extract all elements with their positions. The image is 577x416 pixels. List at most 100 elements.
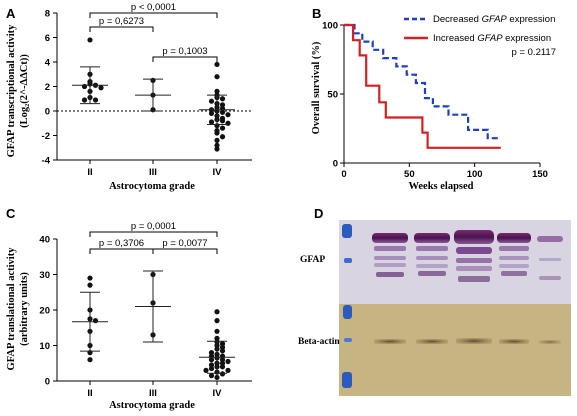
panel-b-y-tick-label: 100 <box>322 21 338 32</box>
panel-b-xlabel: Weeks elapsed <box>408 181 473 192</box>
panel-a-data-point <box>208 110 215 117</box>
panel-c-data-point <box>203 367 209 373</box>
panel-c-data-point <box>214 318 220 324</box>
panel-b-y-tick-label: 50 <box>327 90 338 101</box>
gfap-lane-2 <box>414 233 450 276</box>
panel-a-data-point <box>219 118 226 124</box>
actin-band-5 <box>539 340 561 344</box>
panel-a-data-point <box>219 102 226 108</box>
panel-c-data-point <box>87 282 93 288</box>
panel-c-comparison-pvalue: p = 0,0001 <box>131 221 176 232</box>
panel-a-data-point <box>225 120 231 126</box>
panel-a-ylabel-line2: (Log₂(2^-ΔΔCt)) <box>19 54 30 128</box>
panel-a-y-tick-label: 4 <box>45 58 51 69</box>
panel-c-comparison-bracket <box>89 231 218 237</box>
panel-label-a: A <box>6 6 16 21</box>
panel-c-data-point <box>87 357 93 363</box>
panel-a-data-point <box>219 109 226 115</box>
panel-c-data-point <box>87 275 93 281</box>
panel-a-comparison-bracket <box>89 26 154 32</box>
panel-a-xlabel: Astrocytoma grade <box>109 181 195 192</box>
legend-increased-gene: GFAP <box>477 33 503 44</box>
panel-c-x-tick-label: IV <box>213 388 223 399</box>
panel-c-chart: GFAP translational activity (arbitrary u… <box>6 221 252 411</box>
panel-c-data-point <box>219 348 226 354</box>
panel-a-data-point <box>92 97 99 103</box>
legend-decreased-suffix: expression <box>507 14 556 25</box>
panel-c-x-tick-label: III <box>149 388 157 399</box>
panel-a-comparison-bracket <box>89 12 218 18</box>
legend-label-increased: Increased GFAP expression <box>433 33 551 44</box>
survival-curve-increased <box>344 23 501 149</box>
panel-a-data-point <box>219 96 226 102</box>
panel-b-chart: Overall survival (%) Weeks elapsed p = 0… <box>311 14 556 192</box>
panel-c-comparison-bracket <box>152 248 218 254</box>
panel-a-comparison-bracket <box>152 56 218 62</box>
panel-b-x-tick-label: 0 <box>341 169 346 180</box>
ladder-marker <box>342 372 352 388</box>
panel-b-legend: Decreased GFAP expression Increased GFAP… <box>404 14 555 44</box>
panel-b-pvalue: p = 0.2117 <box>512 47 556 58</box>
panel-a-comparison-pvalue: p = 0,6273 <box>99 16 144 27</box>
panel-label-b: B <box>312 6 321 21</box>
panel-c-data-point <box>225 367 231 373</box>
panel-a-data-point <box>214 130 220 136</box>
panel-c-comparison-pvalue: p = 0,0077 <box>162 238 207 249</box>
panel-a-data-point <box>214 146 220 152</box>
legend-label-decreased: Decreased GFAP expression <box>433 14 555 25</box>
panel-c-y-tick-label: 0 <box>45 377 50 388</box>
panel-b-x-tick-label: 50 <box>404 169 415 180</box>
panel-c-ylabel-line2: (arbitrary units) <box>19 272 30 346</box>
panel-a-data-point <box>208 98 215 104</box>
panel-b-y-tick-label: 0 <box>333 159 338 170</box>
panel-a-data-point <box>208 119 215 125</box>
panel-c-data-point <box>214 374 220 381</box>
panel-a-y-tick-label: 2 <box>45 82 50 93</box>
panel-a-data-point <box>214 74 220 80</box>
panel-a-y-tick-label: -4 <box>42 156 51 167</box>
panel-a-y-tick-label: -2 <box>42 131 50 142</box>
panel-c-y-tick-label: 30 <box>39 270 50 281</box>
panel-a-data-point <box>214 142 220 148</box>
panel-label-d: D <box>314 206 323 221</box>
panel-a-data-point <box>225 112 231 118</box>
panel-a-data-point <box>81 83 88 90</box>
panel-c-data-point <box>92 318 99 324</box>
legend-decreased-prefix: Decreased <box>433 14 482 25</box>
panel-c-x-tick-label: II <box>87 388 92 399</box>
panel-a-chart: GFAP transcriptional activity (Log₂(2^-Δ… <box>6 2 252 192</box>
blot-label-gfap: GFAP <box>300 255 325 265</box>
gfap-lane-3 <box>454 230 494 282</box>
survival-curve-decreased <box>344 23 501 140</box>
panel-b-x-tick-label: 150 <box>532 169 548 180</box>
actin-band-4 <box>499 339 529 344</box>
panel-c-y-tick-label: 10 <box>39 341 50 352</box>
panel-label-c: C <box>6 206 16 221</box>
panel-a-data-point <box>98 85 104 91</box>
panel-c-y-tick-label: 40 <box>39 235 50 246</box>
panel-a-data-point <box>214 61 220 68</box>
panel-a-data-point <box>214 88 220 94</box>
panel-c-data-point <box>219 364 226 370</box>
legend-increased-suffix: expression <box>503 33 552 44</box>
panel-a-x-tick-label: II <box>87 167 92 178</box>
gfap-lane-4 <box>497 233 531 276</box>
panel-a-data-point <box>81 97 88 103</box>
panel-a-data-point <box>87 37 93 43</box>
panel-a-data-point <box>214 137 220 143</box>
panel-b-x-tick-label: 100 <box>467 169 483 180</box>
blot-label-beta-actin: Beta-actin <box>298 337 340 347</box>
panel-b-ylabel: Overall survival (%) <box>311 41 322 134</box>
panel-c-data-point <box>214 328 220 334</box>
ladder-marker <box>342 224 352 238</box>
panel-c-data-point <box>219 371 226 377</box>
gfap-lane-5 <box>537 236 563 280</box>
panel-c-y-tick-label: 20 <box>39 306 50 317</box>
actin-band-1 <box>374 339 406 344</box>
panel-a-comparison-pvalue: p < 0,0001 <box>131 2 176 13</box>
panel-a-y-tick-label: 6 <box>45 33 50 44</box>
ladder-marker <box>344 338 352 342</box>
gfap-lane-1 <box>372 233 408 277</box>
blot-lower-membrane <box>339 304 571 396</box>
